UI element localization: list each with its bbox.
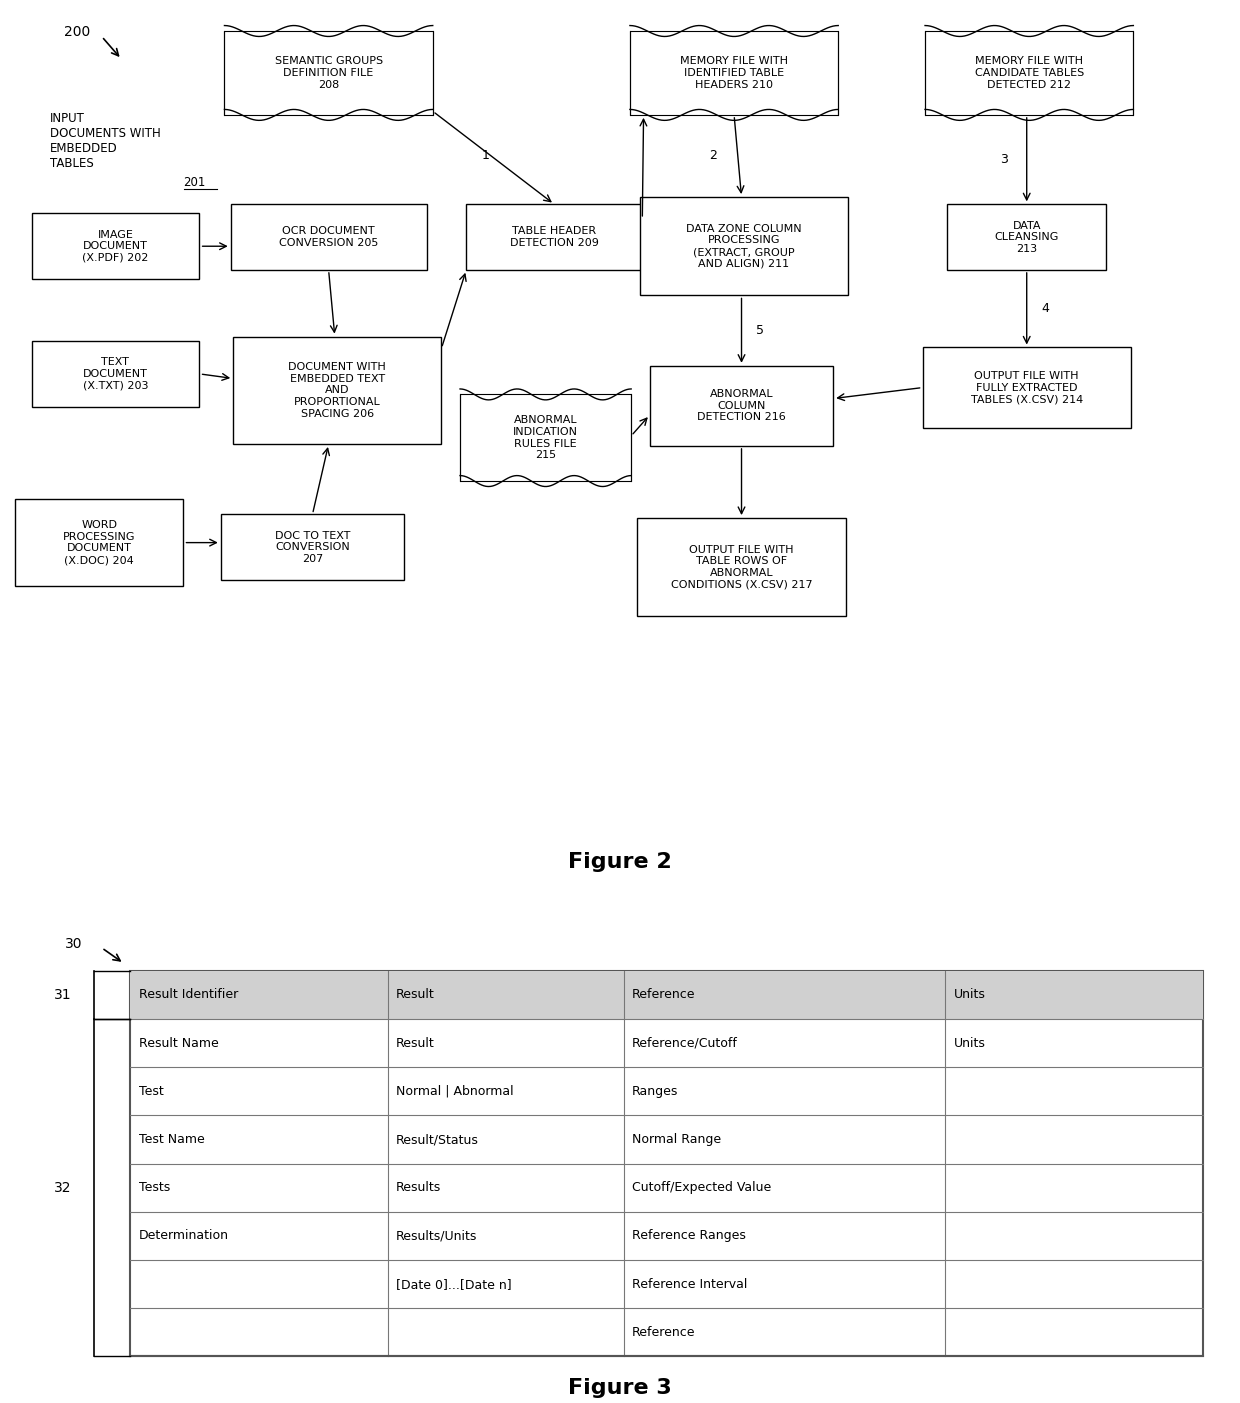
FancyBboxPatch shape [130, 971, 1203, 1019]
Text: Cutoff/Expected Value: Cutoff/Expected Value [632, 1181, 771, 1194]
Text: Results: Results [397, 1181, 441, 1194]
Text: Normal Range: Normal Range [632, 1134, 722, 1146]
Text: DATA ZONE COLUMN
PROCESSING
(EXTRACT, GROUP
AND ALIGN) 211: DATA ZONE COLUMN PROCESSING (EXTRACT, GR… [686, 224, 802, 268]
Text: MEMORY FILE WITH
CANDIDATE TABLES
DETECTED 212: MEMORY FILE WITH CANDIDATE TABLES DETECT… [975, 56, 1084, 90]
Text: ABNORMAL
INDICATION
RULES FILE
215: ABNORMAL INDICATION RULES FILE 215 [513, 415, 578, 460]
Text: Result: Result [397, 989, 435, 1002]
FancyBboxPatch shape [221, 515, 404, 579]
Text: 31: 31 [55, 988, 72, 1002]
Text: Test Name: Test Name [139, 1134, 205, 1146]
Text: IMAGE
DOCUMENT
(X.PDF) 202: IMAGE DOCUMENT (X.PDF) 202 [82, 230, 149, 262]
Text: TEXT
DOCUMENT
(X.TXT) 203: TEXT DOCUMENT (X.TXT) 203 [83, 358, 148, 390]
FancyBboxPatch shape [231, 205, 427, 269]
Text: Result Identifier: Result Identifier [139, 989, 238, 1002]
Text: 3: 3 [1001, 153, 1008, 166]
Text: INPUT
DOCUMENTS WITH
EMBEDDED
TABLES: INPUT DOCUMENTS WITH EMBEDDED TABLES [50, 112, 160, 170]
Text: Reference Interval: Reference Interval [632, 1278, 748, 1291]
FancyBboxPatch shape [233, 337, 441, 445]
Text: SEMANTIC GROUPS
DEFINITION FILE
208: SEMANTIC GROUPS DEFINITION FILE 208 [274, 56, 383, 90]
FancyBboxPatch shape [925, 31, 1133, 115]
Text: Tests: Tests [139, 1181, 170, 1194]
Text: 4: 4 [1042, 302, 1049, 314]
Text: 30: 30 [64, 937, 82, 951]
Text: 201: 201 [184, 175, 206, 189]
Text: Result Name: Result Name [139, 1037, 218, 1049]
Text: WORD
PROCESSING
DOCUMENT
(X.DOC) 204: WORD PROCESSING DOCUMENT (X.DOC) 204 [63, 521, 135, 565]
Text: Reference: Reference [632, 1326, 696, 1338]
Text: Normal | Abnormal: Normal | Abnormal [397, 1085, 513, 1097]
Text: Determination: Determination [139, 1229, 229, 1243]
Text: 1: 1 [482, 149, 490, 161]
Text: Result: Result [397, 1037, 435, 1049]
Text: Test: Test [139, 1085, 164, 1097]
Text: Ranges: Ranges [632, 1085, 678, 1097]
Text: [Date 0]...[Date n]: [Date 0]...[Date n] [397, 1278, 512, 1291]
FancyBboxPatch shape [923, 348, 1131, 428]
Text: Result/Status: Result/Status [397, 1134, 479, 1146]
Text: 2: 2 [709, 149, 717, 161]
Text: 5: 5 [756, 324, 764, 337]
Text: Units: Units [954, 989, 986, 1002]
Text: Reference Ranges: Reference Ranges [632, 1229, 746, 1243]
FancyBboxPatch shape [15, 499, 184, 586]
FancyBboxPatch shape [947, 205, 1106, 269]
Text: Results/Units: Results/Units [397, 1229, 477, 1243]
FancyBboxPatch shape [460, 394, 631, 481]
Text: OCR DOCUMENT
CONVERSION 205: OCR DOCUMENT CONVERSION 205 [279, 226, 378, 248]
Text: TABLE HEADER
DETECTION 209: TABLE HEADER DETECTION 209 [510, 226, 599, 248]
FancyBboxPatch shape [31, 341, 198, 407]
FancyBboxPatch shape [466, 205, 642, 269]
FancyBboxPatch shape [650, 366, 833, 446]
Text: OUTPUT FILE WITH
TABLE ROWS OF
ABNORMAL
CONDITIONS (X.CSV) 217: OUTPUT FILE WITH TABLE ROWS OF ABNORMAL … [671, 544, 812, 589]
Text: OUTPUT FILE WITH
FULLY EXTRACTED
TABLES (X.CSV) 214: OUTPUT FILE WITH FULLY EXTRACTED TABLES … [971, 370, 1083, 404]
FancyBboxPatch shape [637, 518, 846, 616]
Text: Reference: Reference [632, 989, 696, 1002]
FancyBboxPatch shape [630, 31, 838, 115]
Text: DOC TO TEXT
CONVERSION
207: DOC TO TEXT CONVERSION 207 [275, 530, 350, 564]
Text: 32: 32 [55, 1181, 72, 1195]
Text: Figure 3: Figure 3 [568, 1378, 672, 1399]
Text: DATA
CLEANSING
213: DATA CLEANSING 213 [994, 220, 1059, 254]
FancyBboxPatch shape [31, 213, 198, 279]
Text: DOCUMENT WITH
EMBEDDED TEXT
AND
PROPORTIONAL
SPACING 206: DOCUMENT WITH EMBEDDED TEXT AND PROPORTI… [289, 362, 386, 418]
Text: MEMORY FILE WITH
IDENTIFIED TABLE
HEADERS 210: MEMORY FILE WITH IDENTIFIED TABLE HEADER… [680, 56, 789, 90]
Text: Units: Units [954, 1037, 986, 1049]
Text: 200: 200 [64, 25, 91, 39]
FancyBboxPatch shape [640, 196, 848, 296]
FancyBboxPatch shape [224, 31, 433, 115]
Text: Reference/Cutoff: Reference/Cutoff [632, 1037, 738, 1049]
Text: Figure 2: Figure 2 [568, 852, 672, 871]
Text: ABNORMAL
COLUMN
DETECTION 216: ABNORMAL COLUMN DETECTION 216 [697, 389, 786, 422]
